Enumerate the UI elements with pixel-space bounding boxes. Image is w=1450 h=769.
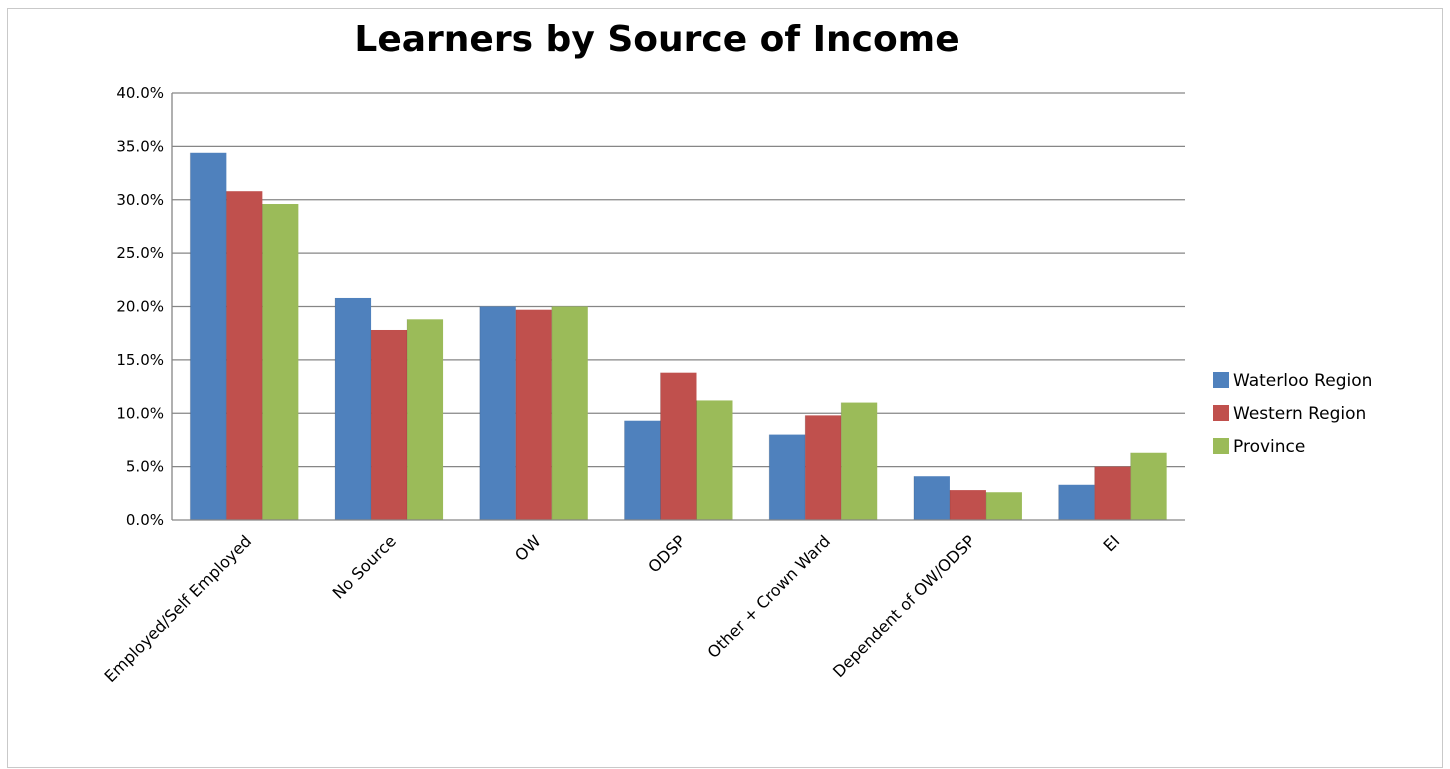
bars <box>189 152 1167 520</box>
bar <box>624 420 661 520</box>
bar <box>913 476 950 520</box>
x-tick-label: Dependent of OW/ODSP <box>829 531 979 681</box>
y-tick-label: 30.0% <box>116 191 164 209</box>
bar <box>371 329 408 520</box>
bar <box>985 492 1022 520</box>
x-axis-ticks: Employed/Self Employed No Source OW ODSP Oth… <box>101 531 1124 686</box>
chart-title: Learners by Source of Income <box>354 19 959 60</box>
bar <box>949 490 986 520</box>
y-tick-label: 40.0% <box>116 84 164 102</box>
bar <box>551 306 588 520</box>
chart-frame: Learners by Source of Income 0.0% 5.0% 10.… <box>7 8 1443 768</box>
bar <box>696 400 733 520</box>
legend-label: Western Region <box>1233 404 1366 424</box>
bar <box>1058 484 1095 520</box>
x-tick-label: OW <box>511 531 545 565</box>
y-tick-label: 35.0% <box>116 137 164 155</box>
legend-swatch <box>1213 438 1229 454</box>
y-tick-label: 15.0% <box>116 351 164 369</box>
bar <box>262 204 299 520</box>
bar <box>226 191 263 520</box>
legend: Waterloo Region Western Region Province <box>1213 371 1372 457</box>
x-tick-label: ODSP <box>644 531 689 576</box>
y-tick-label: 0.0% <box>126 511 164 529</box>
legend-swatch <box>1213 372 1229 388</box>
y-tick-label: 25.0% <box>116 244 164 262</box>
y-tick-label: 5.0% <box>126 458 164 476</box>
legend-label: Province <box>1233 437 1305 457</box>
bar <box>407 319 444 520</box>
chart-svg: Learners by Source of Income 0.0% 5.0% 10.… <box>101 19 1373 686</box>
axes <box>171 93 1185 521</box>
bar <box>1094 466 1131 520</box>
x-tick-label: EI <box>1100 531 1124 555</box>
x-tick-label: Other + Crown Ward <box>704 531 835 662</box>
y-axis-ticks: 0.0% 5.0% 10.0% 15.0% 20.0% 25.0% 30.0% 35.0% 40… <box>116 84 164 529</box>
legend-swatch <box>1213 405 1229 421</box>
bar <box>335 297 372 520</box>
bar <box>805 415 842 520</box>
legend-label: Waterloo Region <box>1233 371 1372 391</box>
bar <box>841 402 878 520</box>
bar <box>479 306 516 520</box>
bar <box>1130 452 1167 520</box>
x-tick-label: No Source <box>329 531 400 602</box>
x-tick-label: Employed/Self Employed <box>101 531 256 686</box>
bar <box>515 309 552 520</box>
bar <box>660 372 697 520</box>
y-tick-label: 10.0% <box>116 404 164 422</box>
bar <box>190 152 227 520</box>
y-tick-label: 20.0% <box>116 298 164 316</box>
bar <box>769 434 806 520</box>
